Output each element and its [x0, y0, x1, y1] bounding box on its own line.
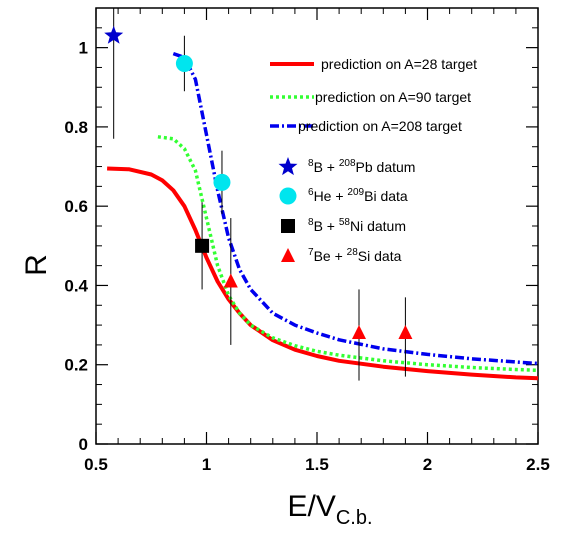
- y-tick-label: 0.8: [64, 118, 88, 137]
- x-tick-label: 1.5: [305, 455, 329, 474]
- y-axis: 0 0.2 0.4 0.6 0.8 1: [64, 27, 538, 454]
- data-point-circle: [213, 173, 231, 191]
- legend-projectile: B +: [314, 218, 339, 234]
- marker-layer: [104, 25, 413, 340]
- legend-target: Bi data: [364, 188, 408, 204]
- y-tick-label: 0.4: [64, 276, 88, 295]
- legend-sup-mass: 6: [308, 187, 314, 198]
- x-axis-title: E/VC.b.: [287, 490, 372, 529]
- legend-sup-mass: 7: [308, 247, 314, 258]
- legend-marker-circle: [279, 187, 297, 205]
- x-axis-title-subscript: C.b.: [336, 507, 373, 529]
- legend-target: Pb datum: [356, 159, 416, 175]
- legend-marker-label-4: 7Be + 28Si data: [308, 247, 402, 264]
- legend-sup-target-mass: 208: [339, 158, 356, 169]
- data-point-circle: [175, 54, 193, 72]
- legend-sup-target-mass: 209: [347, 187, 364, 198]
- x-tick-label: 2: [423, 455, 432, 474]
- data-point-triangle: [398, 325, 413, 340]
- legend-marker-triangle: [281, 248, 295, 262]
- legend-marker-star: [278, 157, 298, 176]
- legend-line-label-2: prediction on A=90 target: [315, 89, 471, 105]
- y-tick-label: 0.2: [64, 356, 88, 375]
- legend: prediction on A=28 target prediction on A…: [270, 56, 477, 264]
- series-line-3: [172, 51, 539, 366]
- x-tick-label: 0.5: [84, 455, 108, 474]
- x-tick-label: 1: [202, 455, 211, 474]
- legend-target: Ni datum: [350, 218, 406, 234]
- legend-line-label-1: prediction on A=28 target: [321, 56, 477, 72]
- x-tick-label: 2.5: [526, 455, 550, 474]
- data-point-triangle: [351, 325, 366, 340]
- legend-marker-square: [281, 219, 295, 233]
- y-tick-label: 0.6: [64, 197, 88, 216]
- y-axis-title: R: [20, 254, 53, 276]
- legend-sup-mass: 8: [308, 217, 314, 228]
- legend-target: Si data: [358, 248, 402, 264]
- data-point-star: [104, 25, 124, 44]
- data-point-triangle: [223, 273, 238, 288]
- y-tick-label: 0: [79, 435, 88, 454]
- data-point-square: [195, 238, 210, 253]
- legend-marker-label-2: 6He + 209Bi data: [308, 187, 408, 204]
- x-axis-title-main: E/V: [287, 490, 335, 523]
- legend-marker-label-3: 8B + 58Ni datum: [308, 217, 406, 234]
- x-axis: 0.5 1 1.5 2 2.5: [84, 8, 550, 474]
- series-layer: [107, 51, 539, 381]
- legend-sup-mass: 8: [308, 158, 314, 169]
- legend-sup-target-mass: 28: [347, 247, 359, 258]
- legend-projectile: B +: [314, 159, 339, 175]
- legend-sup-target-mass: 58: [339, 217, 351, 228]
- series-line-2: [157, 135, 539, 373]
- legend-projectile: Be +: [314, 248, 347, 264]
- y-tick-label: 1: [79, 39, 88, 58]
- legend-marker-label-1: 8B + 208Pb datum: [308, 158, 415, 175]
- legend-line-label-3: prediction on A=208 target: [298, 118, 462, 134]
- legend-projectile: He +: [314, 188, 348, 204]
